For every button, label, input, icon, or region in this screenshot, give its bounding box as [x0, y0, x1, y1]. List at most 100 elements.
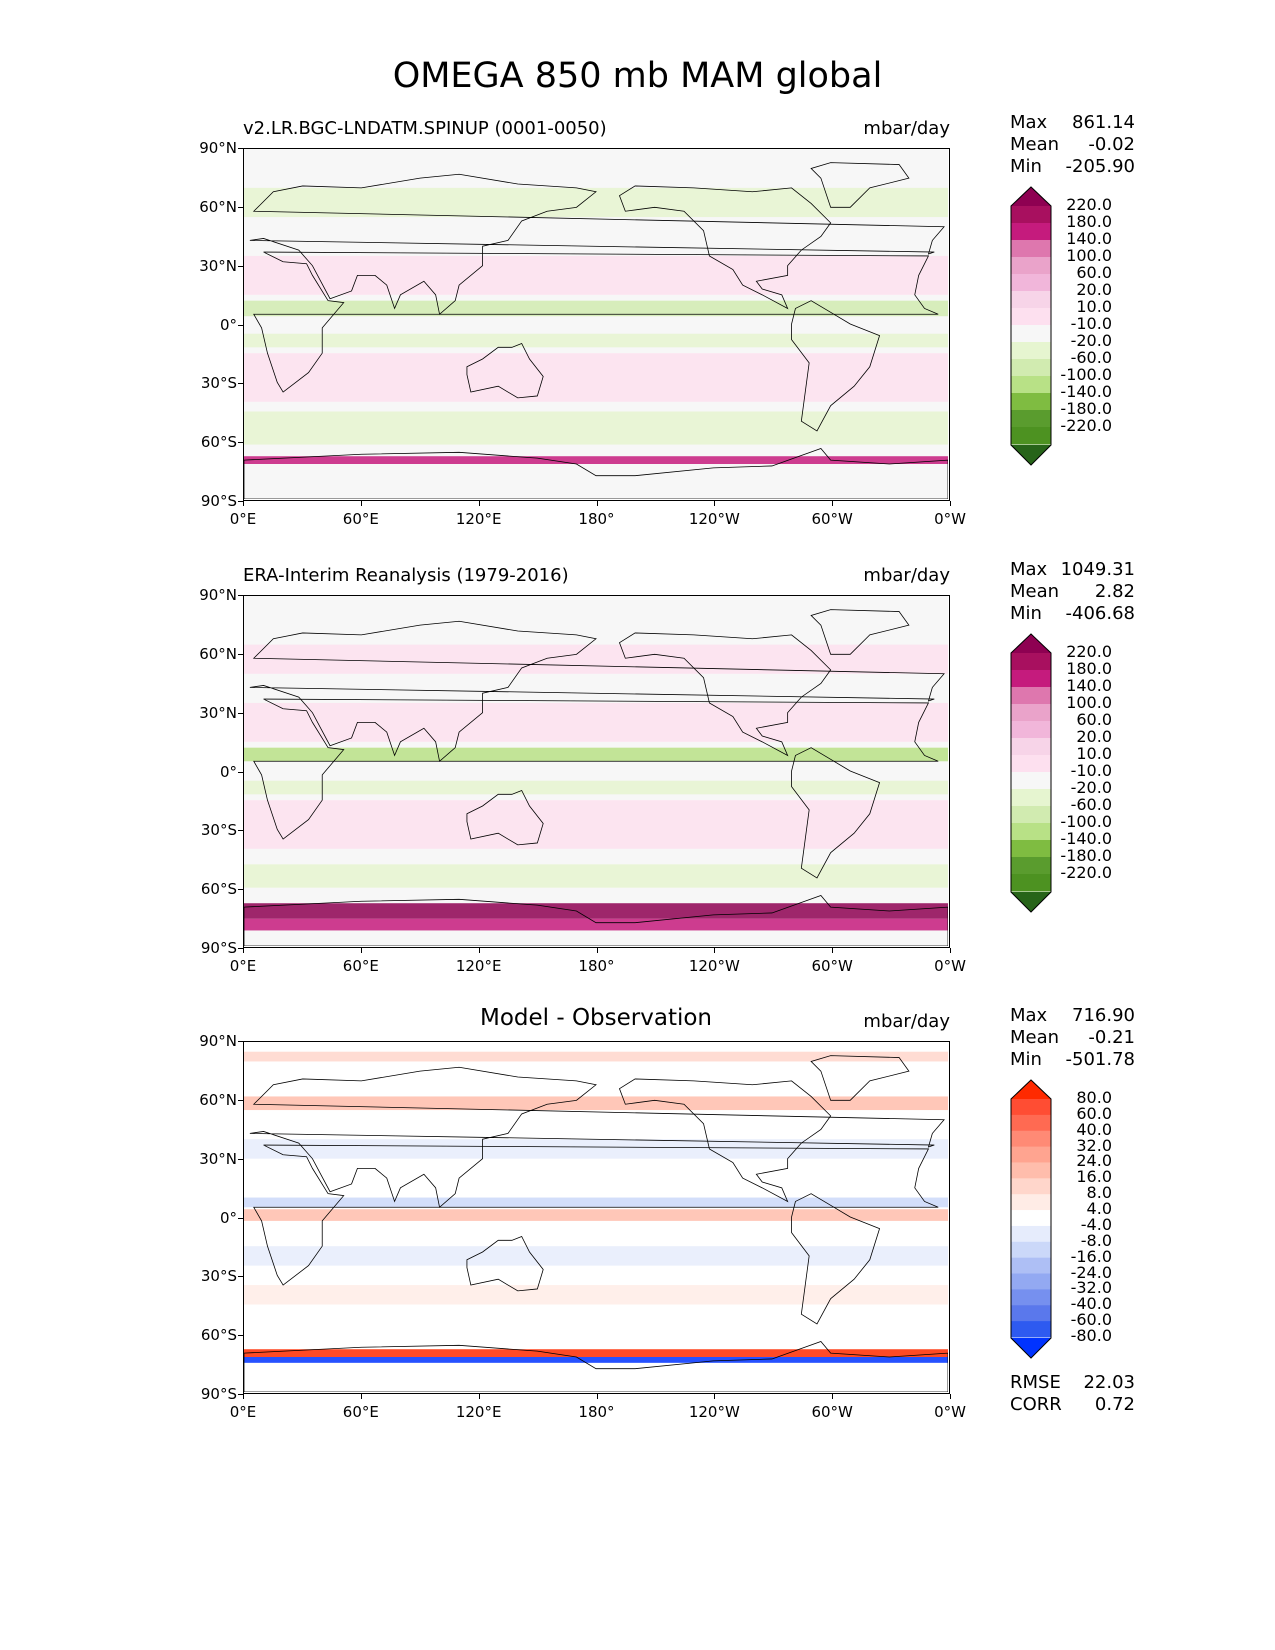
- stat-min: Min -501.78: [1010, 1049, 1135, 1071]
- colorbar-tick-label: 16.0: [1076, 1167, 1112, 1187]
- field-band: [244, 903, 948, 919]
- colorbar-swatch: [1011, 342, 1051, 360]
- lon-tick-label: 120°E: [455, 510, 502, 528]
- colorbar-swatch: [1011, 1194, 1051, 1211]
- lon-tick-mark: [714, 501, 716, 506]
- colorbar-tick-label: -10.0: [1070, 761, 1112, 780]
- lat-tick-mark: [238, 1394, 243, 1395]
- stat-value: -406.68: [1065, 603, 1135, 624]
- colorbar-tick-label: -80.0: [1070, 1326, 1112, 1345]
- stat-value: 716.90: [1072, 1005, 1135, 1026]
- stat-value: -0.21: [1088, 1027, 1135, 1048]
- colorbar-tick-label: -60.0: [1070, 795, 1112, 814]
- coastline: [253, 251, 939, 393]
- coastline: [810, 609, 910, 655]
- lon-tick-label: 180°: [578, 510, 615, 528]
- stat-label: Max: [1010, 559, 1048, 580]
- colorbar-tick-label: 180.0: [1066, 212, 1112, 231]
- lon-tick-label: 60°E: [342, 510, 379, 528]
- lat-tick-mark: [238, 653, 243, 655]
- metric-corr: CORR 0.72: [1010, 1394, 1135, 1416]
- colorbar-tick-label: 24.0: [1076, 1151, 1112, 1171]
- lon-tick-label: 120°W: [688, 1403, 740, 1421]
- colorbar-swatch: [1011, 806, 1051, 824]
- field-band: [244, 158, 948, 188]
- colorbar-tick-label: 140.0: [1066, 229, 1112, 248]
- lat-tick-mark: [238, 501, 243, 502]
- colorbar-extend-bottom: [1011, 445, 1051, 465]
- stat-label: Min: [1010, 156, 1042, 177]
- lon-tick-label: 180°: [578, 1403, 615, 1421]
- colorbar-outline: [1010, 633, 1052, 913]
- lon-tick-label: 0°W: [934, 1403, 966, 1421]
- map-panel: [243, 595, 950, 948]
- lat-tick-mark: [238, 206, 243, 208]
- colorbar-tick-label: 10.0: [1076, 297, 1112, 316]
- colorbar-outline: [1010, 1079, 1052, 1359]
- coastline: [249, 173, 945, 316]
- lat-tick-label: 60°S: [200, 880, 237, 899]
- colorbar-swatch: [1011, 738, 1051, 756]
- map-svg: [243, 596, 949, 947]
- coastline: [466, 789, 544, 846]
- colorbar-tick-label: -4.0: [1080, 1214, 1112, 1234]
- colorbar-tick-label: 220.0: [1066, 642, 1112, 661]
- lon-tick-label: 60°W: [811, 957, 853, 975]
- colorbar-swatch: [1011, 1273, 1051, 1290]
- colorbar-swatch: [1011, 359, 1051, 377]
- lat-tick-label: 30°N: [199, 1149, 237, 1168]
- lat-tick-label: 60°S: [200, 1326, 237, 1345]
- metric-value: 22.03: [1083, 1372, 1135, 1393]
- stat-label: Mean: [1010, 134, 1060, 155]
- colorbar-tick-label: -10.0: [1070, 314, 1112, 333]
- colorbar-tick-label: 220.0: [1066, 195, 1112, 214]
- field-band: [244, 1357, 948, 1363]
- metric-label: RMSE: [1010, 1372, 1061, 1393]
- stat-min: Min -205.90: [1010, 156, 1135, 178]
- colorbar-swatch: [1011, 687, 1051, 705]
- lat-tick-mark: [238, 948, 243, 949]
- colorbar-swatch: [1011, 325, 1051, 343]
- colorbar: [1010, 1079, 1052, 1359]
- metrics-block: RMSE 22.03 CORR 0.72: [1010, 1372, 1135, 1416]
- colorbar-tick-label: 20.0: [1076, 727, 1112, 746]
- colorbar-tick-label: -16.0: [1070, 1246, 1112, 1266]
- field-band: [244, 605, 948, 631]
- coastline: [249, 620, 945, 763]
- stats-block: Max 1049.31 Mean 2.82 Min -406.68: [1010, 559, 1135, 625]
- lat-tick-label: 0°: [219, 1208, 237, 1227]
- coastline: [810, 162, 910, 208]
- colorbar-swatch: [1011, 274, 1051, 292]
- lat-tick-mark: [238, 1217, 243, 1219]
- stat-mean: Mean 2.82: [1010, 581, 1135, 603]
- colorbar-tick-label: 140.0: [1066, 676, 1112, 695]
- colorbar-tick-label: 60.0: [1076, 263, 1112, 282]
- colorbar-tick-label: -60.0: [1070, 1310, 1112, 1330]
- lat-tick-mark: [238, 1041, 243, 1042]
- colorbar-swatch: [1011, 257, 1051, 275]
- figure-title: OMEGA 850 mb MAM global: [392, 56, 883, 96]
- panel-title: ERA-Interim Reanalysis (1979-2016): [243, 565, 569, 586]
- stats-block: Max 861.14 Mean -0.02 Min -205.90: [1010, 112, 1135, 178]
- lat-tick-mark: [238, 830, 243, 832]
- colorbar-swatch: [1011, 1099, 1051, 1116]
- lat-tick-mark: [238, 265, 243, 267]
- colorbar-extend-top: [1011, 634, 1051, 653]
- lon-tick-mark: [832, 501, 834, 506]
- lon-tick-label: 0°E: [229, 510, 257, 528]
- panel-title: Model - Observation: [479, 1005, 713, 1031]
- colorbar-extend-top: [1011, 187, 1051, 206]
- colorbar-swatch: [1011, 653, 1051, 671]
- colorbar-tick-label: -100.0: [1060, 812, 1112, 831]
- stat-min: Min -406.68: [1010, 603, 1135, 625]
- colorbar-tick-label: 10.0: [1076, 744, 1112, 763]
- colorbar-tick-label: -220.0: [1060, 416, 1112, 435]
- field-band: [244, 1285, 948, 1305]
- lon-tick-mark: [596, 948, 598, 953]
- colorbar-tick-label: 4.0: [1086, 1199, 1112, 1219]
- field-band: [244, 1051, 948, 1062]
- field-band: [244, 1246, 948, 1266]
- lat-tick-label: 0°: [219, 762, 237, 781]
- colorbar-swatch: [1011, 1178, 1051, 1195]
- lat-tick-mark: [238, 1158, 243, 1160]
